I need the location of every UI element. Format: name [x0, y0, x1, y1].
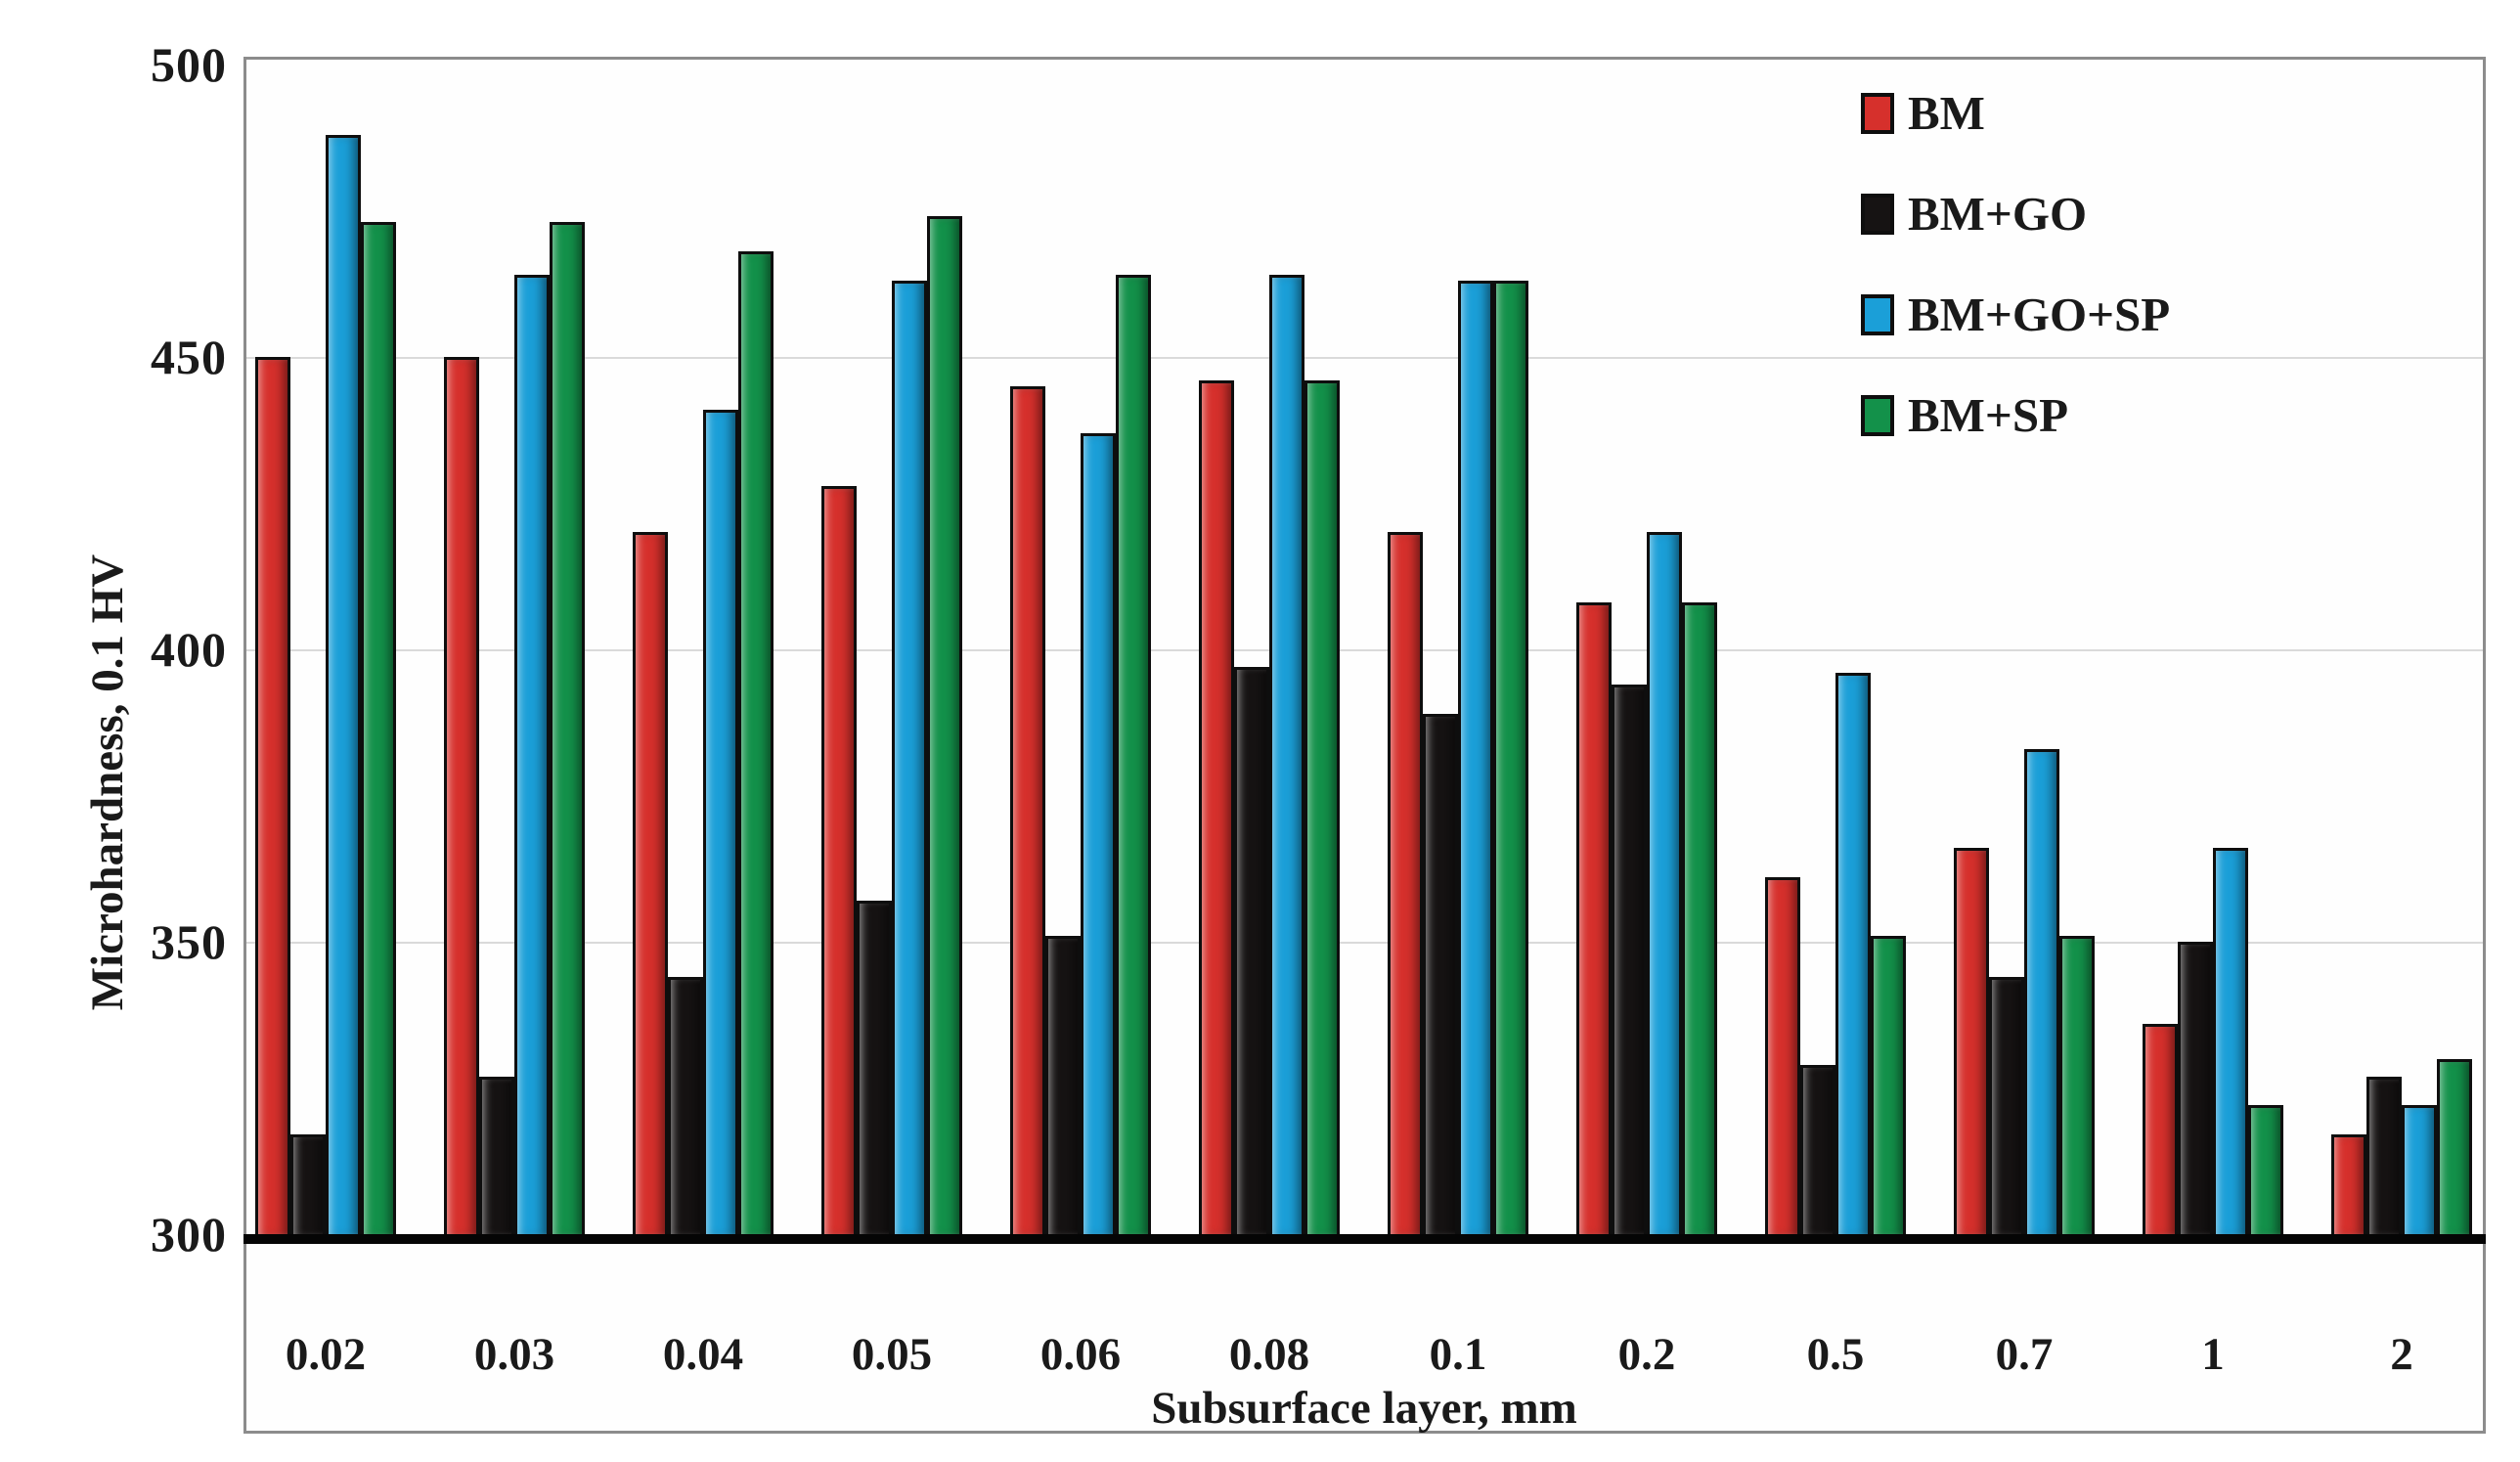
bar-BM+SP-0.1 — [1493, 281, 1528, 1234]
legend-swatch-BM+GO — [1861, 194, 1894, 235]
legend-item-BM: BM — [1861, 88, 1985, 139]
bar-BM-0.08 — [1199, 380, 1234, 1234]
y-tick-label-450: 450 — [151, 330, 227, 384]
bar-BM-0.7 — [1954, 848, 1989, 1234]
bar-BM+GO+SP-0.02 — [326, 135, 361, 1234]
bar-BM+GO-0.06 — [1045, 936, 1081, 1234]
x-axis-baseline — [243, 1234, 2486, 1244]
y-axis-title: Microhardness, 0.1 HV — [82, 554, 133, 1011]
bar-BM-0.03 — [444, 357, 479, 1234]
legend-swatch-BM — [1861, 93, 1894, 134]
bar-group-0.05 — [821, 65, 962, 1234]
bar-BM-0.06 — [1010, 386, 1045, 1234]
legend-swatch-BM+GO+SP — [1861, 294, 1894, 335]
bar-BM+GO+SP-0.04 — [703, 410, 738, 1234]
bar-BM+GO+SP-0.5 — [1835, 673, 1871, 1234]
bar-group-0.1 — [1388, 65, 1528, 1234]
legend-item-BM+GO+SP: BM+GO+SP — [1861, 289, 2170, 340]
bar-BM-0.05 — [821, 486, 857, 1234]
legend-label-BM+SP: BM+SP — [1908, 388, 2069, 442]
x-tick-label-0.7: 0.7 — [1995, 1329, 2054, 1380]
y-tick-label-300: 300 — [151, 1207, 227, 1262]
legend-label-BM+GO+SP: BM+GO+SP — [1908, 288, 2171, 341]
x-tick-label-0.06: 0.06 — [1039, 1329, 1122, 1380]
bar-BM+GO+SP-0.03 — [514, 275, 550, 1234]
y-tick-label-500: 500 — [151, 37, 227, 92]
x-tick-label-0.5: 0.5 — [1806, 1329, 1865, 1380]
legend-item-BM+SP: BM+SP — [1861, 390, 2068, 441]
bar-BM+GO-0.08 — [1234, 667, 1269, 1234]
legend-swatch-BM+SP — [1861, 395, 1894, 436]
bar-BM+GO-0.5 — [1800, 1065, 1835, 1234]
bar-group-1 — [2143, 65, 2283, 1234]
bar-BM+SP-0.08 — [1304, 380, 1340, 1234]
bar-BM+GO+SP-0.1 — [1458, 281, 1493, 1234]
x-axis-title: Subsurface layer, mm — [1151, 1383, 1577, 1434]
legend-item-BM+GO: BM+GO — [1861, 189, 2087, 240]
bar-group-0.02 — [255, 65, 396, 1234]
bar-BM+GO-0.7 — [1989, 977, 2024, 1234]
x-tick-label-0.08: 0.08 — [1228, 1329, 1310, 1380]
gridline-400 — [246, 649, 2483, 651]
bar-group-0.08 — [1199, 65, 1340, 1234]
bar-BM+GO-0.04 — [668, 977, 703, 1234]
bar-BM+SP-2 — [2437, 1059, 2472, 1234]
bar-BM+GO-0.05 — [857, 901, 892, 1234]
bar-group-2 — [2331, 65, 2472, 1234]
bar-BM+GO+SP-0.05 — [892, 281, 927, 1234]
bar-BM-0.04 — [633, 532, 668, 1234]
bar-BM+GO-0.02 — [290, 1134, 326, 1234]
x-tick-label-2: 2 — [2390, 1329, 2413, 1380]
bar-BM-0.2 — [1576, 602, 1612, 1234]
bar-BM-2 — [2331, 1134, 2366, 1234]
x-tick-label-0.03: 0.03 — [473, 1329, 555, 1380]
bar-group-0.04 — [633, 65, 774, 1234]
bar-BM+SP-0.03 — [550, 222, 585, 1234]
bar-BM+GO+SP-0.2 — [1647, 532, 1682, 1234]
bar-BM+GO-0.1 — [1423, 714, 1458, 1234]
x-tick-label-0.02: 0.02 — [285, 1329, 367, 1380]
bar-BM-0.5 — [1765, 877, 1800, 1234]
bar-BM+GO+SP-0.7 — [2024, 749, 2059, 1234]
bar-group-0.2 — [1576, 65, 1717, 1234]
bar-BM+GO+SP-0.08 — [1269, 275, 1304, 1234]
bar-BM+SP-0.06 — [1116, 275, 1151, 1234]
x-tick-label-0.2: 0.2 — [1617, 1329, 1676, 1380]
bar-BM+GO-1 — [2178, 942, 2213, 1234]
bar-BM+GO-2 — [2366, 1077, 2402, 1234]
legend-label-BM+GO: BM+GO — [1908, 187, 2088, 241]
bar-BM-1 — [2143, 1024, 2178, 1234]
bar-BM+SP-0.05 — [927, 216, 962, 1234]
plot-frame — [243, 57, 2486, 1434]
gridline-350 — [246, 942, 2483, 944]
legend-label-BM: BM — [1908, 86, 1985, 140]
bar-BM+SP-0.04 — [738, 251, 774, 1234]
bar-BM+GO+SP-0.06 — [1081, 433, 1116, 1234]
bar-group-0.03 — [444, 65, 585, 1234]
bar-BM+SP-0.02 — [361, 222, 396, 1234]
bar-group-0.06 — [1010, 65, 1151, 1234]
y-tick-label-400: 400 — [151, 622, 227, 677]
bar-BM+GO+SP-2 — [2402, 1105, 2437, 1234]
bar-BM-0.1 — [1388, 532, 1423, 1234]
y-tick-label-350: 350 — [151, 914, 227, 969]
x-tick-label-1: 1 — [2201, 1329, 2225, 1380]
bar-BM-0.02 — [255, 357, 290, 1234]
gridline-450 — [246, 357, 2483, 359]
bar-BM+SP-0.7 — [2059, 936, 2095, 1234]
bar-BM+GO+SP-1 — [2213, 848, 2248, 1234]
bar-BM+GO-0.03 — [479, 1077, 514, 1234]
bar-BM+SP-0.2 — [1682, 602, 1717, 1234]
bar-BM+GO-0.2 — [1612, 685, 1647, 1234]
x-tick-label-0.1: 0.1 — [1429, 1329, 1487, 1380]
x-tick-label-0.04: 0.04 — [662, 1329, 744, 1380]
bar-group-0.7 — [1954, 65, 2095, 1234]
bar-BM+SP-0.5 — [1871, 936, 1906, 1234]
bar-group-0.5 — [1765, 65, 1906, 1234]
bar-BM+SP-1 — [2248, 1105, 2283, 1234]
x-tick-label-0.05: 0.05 — [851, 1329, 933, 1380]
